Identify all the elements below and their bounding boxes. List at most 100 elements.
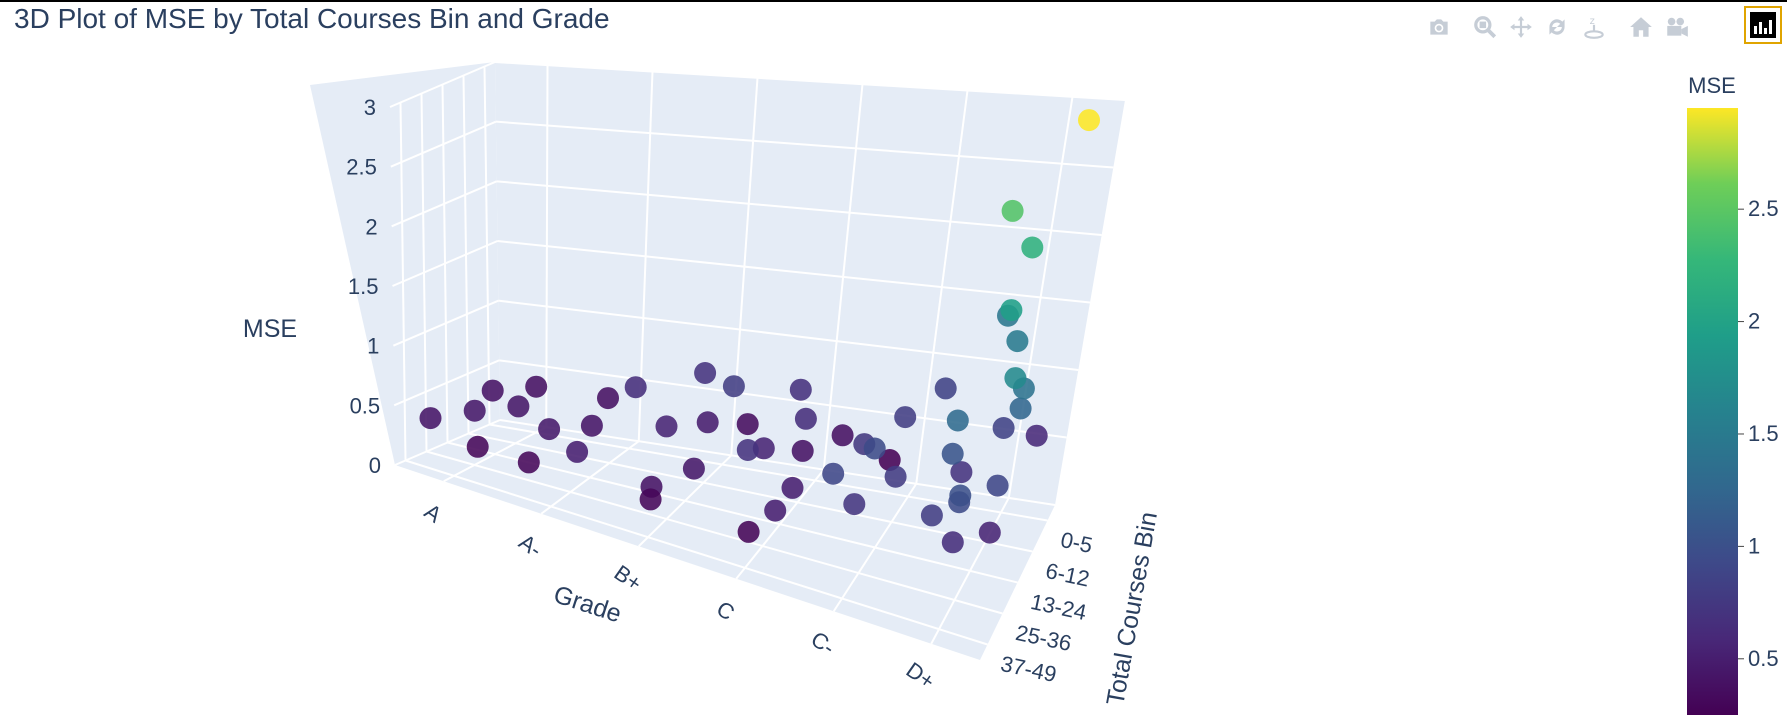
scatter-point xyxy=(517,451,540,474)
bin-tick-label: 13-24 xyxy=(1028,589,1088,625)
scatter-point xyxy=(1078,109,1100,132)
bin-tick-label: 0-5 xyxy=(1058,527,1094,558)
scatter-point xyxy=(878,449,901,471)
zgrid-back xyxy=(498,299,1079,371)
scatter-point xyxy=(1021,236,1044,259)
scatter-point xyxy=(920,504,943,527)
scatter-point xyxy=(934,377,957,400)
turntable-rotation-icon[interactable]: z xyxy=(1577,10,1611,44)
colorbar: MSE 0.5 1 1.5 2 2.5 xyxy=(1687,73,1779,715)
scatter-point xyxy=(950,461,973,484)
left-wall xyxy=(310,62,500,465)
scatter-point xyxy=(463,399,486,422)
scatter-point xyxy=(1025,424,1048,447)
ygrid-floor xyxy=(468,432,1033,553)
scatter-point xyxy=(764,499,787,522)
z-tick-label: 0 xyxy=(369,453,381,478)
scatter-point xyxy=(580,414,603,437)
ygrid-left xyxy=(420,93,428,452)
ygrid-floor xyxy=(447,441,1018,584)
xgrid-back xyxy=(915,90,969,484)
scatter-point xyxy=(722,375,745,398)
z-tick-label: 3 xyxy=(364,95,376,120)
colorbar-tick-label: 1 xyxy=(1748,533,1760,558)
scatter-point xyxy=(789,378,812,401)
colorbar-title: MSE xyxy=(1688,73,1736,98)
zgrid-back xyxy=(497,240,1091,304)
scatter-point xyxy=(419,407,442,430)
scatter-point xyxy=(978,521,1001,544)
scatter-point xyxy=(794,407,817,430)
scatter-point xyxy=(1000,299,1023,322)
zgrid-back xyxy=(499,359,1067,439)
xgrid-back xyxy=(1007,96,1074,499)
camera-view-icon[interactable] xyxy=(1660,10,1694,44)
x-axis-title: Grade xyxy=(550,580,625,628)
top-border xyxy=(0,0,1787,2)
scatter-point xyxy=(1006,330,1029,353)
colorbar-tick-label: 2 xyxy=(1748,309,1760,334)
scatter-point xyxy=(525,375,548,398)
scatter-point xyxy=(736,439,759,461)
scatter-point xyxy=(992,417,1015,439)
scatter-point xyxy=(946,409,969,432)
scatter-point xyxy=(481,379,504,402)
z-axis-title: MSE xyxy=(243,315,297,343)
scatter-point xyxy=(822,462,845,485)
scatter-point xyxy=(566,440,589,463)
grade-tick-label: A- xyxy=(514,529,546,562)
scatter-point xyxy=(682,457,705,480)
scatter-point xyxy=(781,476,804,499)
grade-tick-label: C xyxy=(712,596,739,626)
scatter-point xyxy=(863,437,886,460)
back-wall xyxy=(495,62,1125,505)
bin-tick-label: 25-36 xyxy=(1013,620,1073,656)
zgrid-back xyxy=(496,180,1102,236)
scatter-point xyxy=(1004,367,1027,390)
y-axis-title: Total Courses Bin xyxy=(1101,510,1163,708)
colorbar-gradient xyxy=(1687,108,1738,715)
xgrid-back xyxy=(822,84,864,470)
orbit-rotation-icon[interactable] xyxy=(1540,10,1574,44)
scatter-point xyxy=(1009,397,1032,420)
ygrid-left xyxy=(483,66,491,425)
scatter-point xyxy=(1001,199,1024,222)
scatter-point xyxy=(538,418,561,441)
xgrid-back xyxy=(545,65,549,428)
scatter-point xyxy=(986,474,1009,497)
zgrid-back xyxy=(494,61,1126,101)
grade-tick-label: A xyxy=(420,499,447,528)
scatter-point xyxy=(655,415,678,438)
scatter-point xyxy=(843,493,866,516)
scatter-point xyxy=(894,406,917,429)
scatter-point xyxy=(624,376,647,399)
ygrid-left xyxy=(462,75,470,434)
bin-tick-label: 37-49 xyxy=(998,651,1058,687)
z-tick-label: 1 xyxy=(367,334,379,359)
z-tick-label: 1.5 xyxy=(348,274,379,299)
z-tick-label: 2.5 xyxy=(346,155,377,180)
scatter-point xyxy=(507,395,530,418)
scatter-point xyxy=(737,520,760,543)
home-icon[interactable] xyxy=(1624,10,1658,44)
scatter-point xyxy=(941,531,964,554)
scatter-point xyxy=(696,411,719,434)
bin-tick-label: 6-12 xyxy=(1043,558,1091,592)
camera-icon[interactable] xyxy=(1422,10,1456,44)
scatter-point xyxy=(949,484,972,507)
scatter-point xyxy=(736,413,759,436)
scatter-point xyxy=(694,362,717,384)
z-tick-label: 0.5 xyxy=(350,393,381,418)
scatter-point xyxy=(597,387,619,410)
colorbar-tick-label: 2.5 xyxy=(1748,196,1779,221)
svg-text:z: z xyxy=(1590,16,1595,27)
ygrid-left xyxy=(399,102,407,461)
zoom-icon[interactable] xyxy=(1468,10,1502,44)
pan-icon[interactable] xyxy=(1504,10,1538,44)
scatter-points xyxy=(419,109,1100,554)
colorbar-tick-label: 0.5 xyxy=(1748,646,1779,671)
ygrid-floor xyxy=(405,459,988,646)
chart-title: 3D Plot of MSE by Total Courses Bin and … xyxy=(14,3,610,34)
plotly-logo-icon[interactable] xyxy=(1744,6,1782,44)
